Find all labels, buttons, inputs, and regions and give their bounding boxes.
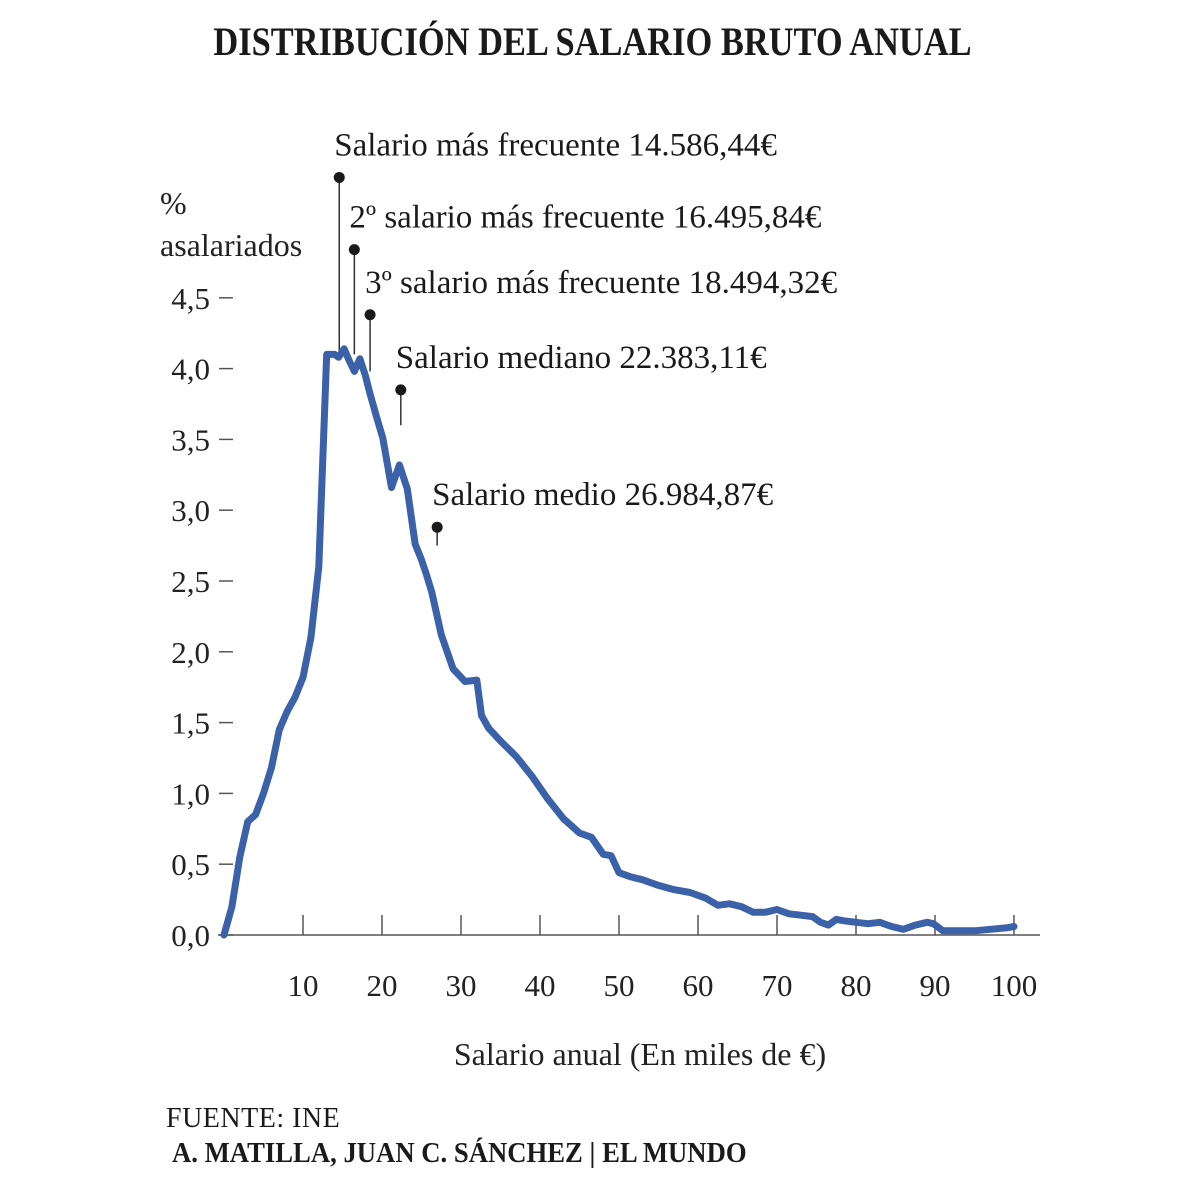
y-tick-label: 1,5	[171, 706, 210, 741]
y-axis-title: % asalariados	[160, 185, 302, 263]
y-axis-title-line1: %	[160, 185, 187, 221]
y-tick-label: 2,0	[171, 635, 210, 670]
annotation-dot	[431, 521, 443, 533]
x-tick-label: 40	[525, 968, 556, 1003]
annotations: Salario más frecuente 14.586,44€ 2º salar…	[333, 127, 837, 546]
annotation-dot	[348, 244, 360, 256]
x-tick-label: 20	[367, 968, 398, 1003]
y-tick-label: 0,5	[171, 847, 210, 882]
chart-title: DISTRIBUCIÓN DEL SALARIO BRUTO ANUAL	[213, 19, 972, 64]
y-tick-label: 3,0	[171, 493, 210, 528]
annotation-dot	[395, 384, 407, 396]
x-tick-label: 100	[991, 968, 1038, 1003]
x-axis-title: Salario anual (En miles de €)	[454, 1036, 826, 1072]
series-line	[220, 345, 1018, 939]
y-axis-title-line2: asalariados	[160, 227, 302, 263]
x-tick-label: 60	[683, 968, 714, 1003]
x-tick-label: 70	[762, 968, 793, 1003]
credits: A. MATILLA, JUAN C. SÁNCHEZ | EL MUNDO	[172, 1137, 747, 1169]
y-tick-label: 1,0	[171, 776, 210, 811]
y-tick-label: 0,0	[171, 918, 210, 953]
annotation-label: 3º salario más frecuente 18.494,32€	[365, 265, 837, 301]
annotation-label: Salario mediano 22.383,11€	[396, 340, 767, 376]
x-tick-label: 90	[920, 968, 951, 1003]
annotation-label: Salario medio 26.984,87€	[432, 477, 773, 513]
x-tick-label: 10	[288, 968, 319, 1003]
x-tick-label: 30	[446, 968, 477, 1003]
y-tick-label: 2,5	[171, 564, 210, 599]
annotation-dot	[333, 171, 345, 183]
x-axis-ticks: 10 20 30 40 50 60 70 80 90 100	[288, 915, 1038, 1003]
x-tick-label: 80	[841, 968, 872, 1003]
annotation-label: Salario más frecuente 14.586,44€	[334, 127, 777, 163]
annotation-dot	[364, 309, 376, 321]
source-note: FUENTE: INE	[166, 1103, 341, 1134]
y-axis-ticks: 0,0 0,5 1,0 1,5 2,0 2,5 3,0 3,5 4,0 4,5	[171, 281, 233, 953]
x-tick-label: 50	[604, 968, 635, 1003]
y-tick-label: 4,5	[171, 281, 210, 316]
y-tick-label: 3,5	[171, 422, 210, 457]
y-tick-label: 4,0	[171, 352, 210, 387]
annotation-label: 2º salario más frecuente 16.495,84€	[349, 200, 821, 236]
